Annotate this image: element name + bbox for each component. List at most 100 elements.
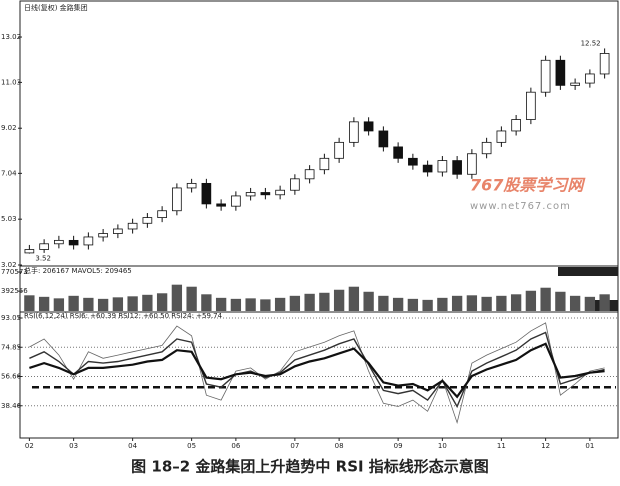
- rsi-line: [29, 331, 605, 409]
- frame: [19, 0, 619, 439]
- x-tick-label: 01: [585, 442, 594, 450]
- candle-body: [452, 160, 462, 175]
- watermark-url: www.net767.com: [470, 201, 571, 212]
- candle-body: [526, 91, 536, 120]
- candle-body: [481, 141, 492, 155]
- candle-body: [24, 249, 35, 254]
- candle-body: [260, 192, 271, 196]
- candle-body: [39, 243, 49, 250]
- low-label: 3.52: [35, 255, 51, 263]
- volume-bar: [201, 294, 212, 311]
- candle-body: [290, 178, 300, 191]
- volume-bar: [156, 293, 168, 311]
- y-tick-label: 770573: [1, 268, 28, 276]
- y-tick-label: 392556: [1, 287, 28, 295]
- candle-body: [496, 130, 507, 143]
- candle-body: [68, 239, 79, 246]
- x-tick-label: 03: [69, 442, 78, 450]
- volume-bar: [38, 296, 50, 311]
- volume-bar: [540, 287, 551, 311]
- candle-body: [157, 210, 167, 218]
- volume-bar: [378, 295, 389, 311]
- volume-bar: [348, 286, 360, 311]
- x-tick-label: 04: [128, 442, 137, 450]
- x-tick-label: 06: [231, 442, 240, 450]
- dark-box: [558, 267, 618, 276]
- candle-body: [231, 195, 241, 207]
- volume-bar: [392, 297, 404, 311]
- volume-bar: [289, 295, 301, 311]
- volume-bar: [245, 298, 256, 311]
- volume-bar: [555, 291, 566, 311]
- candle-body: [378, 130, 389, 148]
- x-tick-label: 02: [25, 442, 34, 450]
- y-tick-label: 9.02: [1, 124, 17, 132]
- y-tick-label: 3.02: [1, 261, 17, 269]
- watermark-title: 767股票学习网: [470, 176, 586, 195]
- volume-bar: [333, 289, 345, 311]
- volume-bar: [599, 294, 610, 311]
- x-tick-label: 05: [187, 442, 196, 450]
- candle-body: [570, 82, 580, 86]
- candle-body: [585, 73, 595, 84]
- caption: 图 18–2 金路集团上升趋势中 RSI 指标线形态示意图: [131, 458, 489, 476]
- candle-body: [349, 121, 359, 143]
- candle-body: [422, 164, 433, 173]
- volume-bar: [24, 295, 35, 311]
- volume-bar: [142, 294, 153, 311]
- volume-bar: [451, 295, 463, 311]
- volume-bar: [127, 296, 138, 311]
- y-tick-label: 38.46: [1, 402, 22, 410]
- volume-bar: [97, 298, 109, 311]
- candle-body: [83, 236, 94, 246]
- candle-body: [467, 153, 477, 175]
- candle-body: [186, 182, 197, 189]
- volume-bar: [68, 295, 79, 311]
- volume-bar: [422, 299, 433, 311]
- x-tick-label: 09: [394, 442, 403, 450]
- candle-body: [201, 182, 212, 205]
- volume-bar: [53, 298, 65, 311]
- rsi-title: RSI(6,12,24) RSI6: +60.39 RSI12: +60.50 …: [24, 312, 223, 320]
- x-tick-label: 08: [335, 442, 344, 450]
- candle-body: [511, 119, 521, 132]
- y-tick-label: 13.02: [1, 33, 21, 41]
- volume-title: 总手: 206167 MAVOL5: 209465: [24, 266, 132, 275]
- candle-body: [245, 192, 256, 197]
- high-label: 12.52: [581, 39, 601, 47]
- x-tick-label: 12: [541, 442, 550, 450]
- rsi-line: [29, 342, 605, 399]
- candle-body: [599, 53, 610, 75]
- volume-bar: [407, 298, 419, 311]
- volume-bar: [363, 291, 374, 311]
- volume-bar: [215, 297, 227, 311]
- candle-body: [113, 228, 123, 234]
- candle-body: [363, 121, 374, 132]
- candle-body: [142, 217, 153, 224]
- candle-body: [555, 59, 566, 86]
- y-tick-label: 11.03: [1, 78, 21, 86]
- y-tick-label: 5.03: [1, 215, 17, 223]
- candle-body: [319, 157, 330, 171]
- volume-bar: [274, 297, 286, 311]
- volume-bar: [569, 295, 581, 311]
- candle-body: [127, 222, 138, 230]
- volume-bar: [584, 296, 596, 311]
- y-tick-label: 74.85: [1, 343, 21, 351]
- volume-bar: [171, 284, 183, 311]
- price-title: 日线(复权) 金路集团: [24, 3, 88, 12]
- volume-bar: [83, 297, 94, 311]
- y-tick-label: 93.05: [1, 314, 21, 322]
- y-tick-label: 56.66: [1, 372, 22, 380]
- candle-body: [304, 169, 315, 180]
- rsi-line: [29, 322, 605, 425]
- volume-bar: [466, 295, 478, 311]
- candle-body: [437, 160, 448, 173]
- y-tick-label: 7.04: [1, 169, 17, 177]
- volume-bar: [437, 297, 448, 311]
- candle-body: [216, 203, 226, 207]
- volume-bar: [496, 295, 507, 311]
- volume-bar: [510, 294, 522, 311]
- candle-body: [393, 146, 403, 159]
